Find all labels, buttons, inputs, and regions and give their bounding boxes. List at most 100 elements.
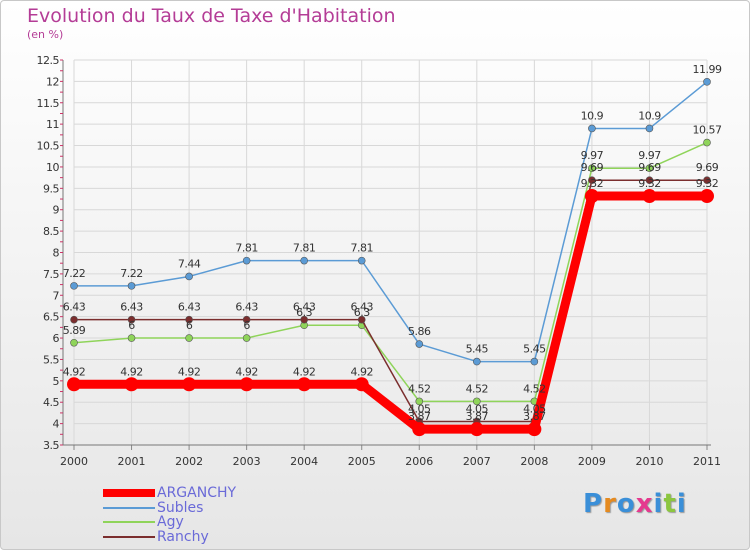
data-label-ranchy: 6.43 [178, 301, 201, 314]
chart-title: Evolution du Taux de Taxe d'Habitation [27, 5, 396, 27]
x-tick-label: 2003 [233, 455, 261, 468]
x-tick-label: 2006 [405, 455, 433, 468]
chart-unit-label: (en %) [27, 28, 64, 41]
legend-item-ranchy: Ranchy [103, 530, 236, 545]
y-tick-label: 4 [53, 418, 60, 431]
legend-swatch [103, 535, 155, 538]
data-point-subles [703, 78, 711, 86]
legend-swatch [103, 521, 155, 524]
y-tick-label: 11 [46, 118, 59, 131]
logo-letter: x [635, 489, 654, 519]
data-label-agy: 6.3 [296, 306, 312, 319]
data-point-agy [415, 397, 424, 406]
data-label-agy: 6.3 [354, 306, 370, 319]
data-label-ranchy: 6.43 [63, 301, 86, 314]
data-point-subles [473, 357, 481, 366]
data-label-arganchy: 4.92 [293, 365, 316, 378]
data-label-arganchy: 4.92 [235, 365, 258, 378]
y-tick-label: 7 [53, 289, 60, 302]
data-point-subles [415, 340, 424, 348]
data-label-subles: 7.81 [350, 242, 373, 255]
data-label-subles: 10.9 [638, 109, 661, 122]
data-label-subles: 11.99 [693, 63, 722, 76]
data-point-ranchy [645, 176, 654, 185]
data-label-arganchy: 9.32 [581, 177, 604, 190]
data-point-arganchy [700, 189, 714, 204]
data-point-subles [588, 124, 596, 133]
series-line-ranchy [73, 179, 708, 423]
data-point-subles [645, 124, 654, 133]
data-point-arganchy [642, 189, 657, 204]
data-point-agy [127, 334, 136, 342]
legend-item-arganchy: ARGANCHY [103, 486, 236, 501]
data-label-arganchy: 4.92 [63, 365, 86, 378]
series-line-agy [73, 141, 708, 403]
data-label-agy: 6 [128, 319, 135, 332]
y-tick-label: 6.5 [43, 311, 59, 324]
data-point-subles [300, 256, 308, 265]
legend-label: Agy [157, 514, 184, 531]
x-tick-label: 2009 [578, 455, 606, 468]
data-label-subles: 5.45 [523, 343, 546, 356]
data-label-arganchy: 3.87 [466, 410, 489, 423]
y-tick-label: 5.5 [43, 353, 59, 366]
data-point-ranchy [703, 176, 711, 185]
x-tick-label: 2007 [463, 455, 491, 468]
data-point-ranchy [185, 315, 193, 324]
y-tick-label: 9.5 [43, 182, 59, 195]
data-label-agy: 9.97 [638, 149, 661, 162]
data-label-arganchy: 4.92 [178, 365, 201, 378]
data-label-ranchy: 6.43 [235, 301, 258, 314]
data-label-ranchy: 4.05 [466, 402, 489, 415]
legend-swatch [103, 489, 155, 498]
y-tick-label: 6 [53, 332, 60, 345]
series-line-arganchy [69, 191, 712, 434]
data-point-agy [185, 334, 193, 342]
data-point-arganchy [67, 377, 81, 392]
logo-letter: P [583, 489, 604, 519]
data-point-subles [530, 357, 539, 366]
data-label-arganchy: 3.87 [523, 410, 546, 423]
data-label-subles: 7.44 [178, 257, 201, 270]
data-label-ranchy: 6.43 [120, 301, 143, 314]
data-label-agy: 4.52 [408, 382, 431, 395]
data-point-ranchy [300, 315, 308, 324]
logo-letter: o [616, 489, 636, 519]
data-point-agy [703, 138, 711, 147]
data-point-arganchy [297, 377, 312, 392]
x-tick-label: 2004 [290, 455, 318, 468]
data-label-ranchy: 4.05 [408, 402, 431, 415]
data-point-agy [645, 164, 654, 173]
logo-letter: i [653, 489, 664, 519]
data-label-ranchy: 9.69 [581, 161, 604, 174]
y-tick-label: 12 [46, 75, 59, 88]
data-point-ranchy [242, 315, 251, 324]
data-point-subles [185, 272, 193, 281]
x-tick-label: 2011 [693, 455, 721, 468]
data-point-arganchy [584, 189, 599, 204]
y-tick-label: 10.5 [37, 140, 60, 153]
data-label-arganchy: 9.32 [696, 177, 719, 190]
x-tick-label: 2000 [60, 455, 88, 468]
y-tick-label: 8.5 [43, 225, 59, 238]
legend-item-agy: Agy [103, 515, 236, 530]
data-label-agy: 4.52 [523, 382, 546, 395]
data-label-agy: 6 [243, 319, 250, 332]
data-label-agy: 4.52 [466, 382, 489, 395]
data-point-ranchy [357, 315, 366, 324]
y-tick-label: 9 [53, 204, 60, 217]
legend-label: ARGANCHY [157, 485, 237, 502]
data-label-subles: 5.45 [466, 343, 489, 356]
data-point-agy [473, 397, 481, 406]
data-point-subles [70, 282, 78, 290]
y-tick-label: 3.5 [43, 439, 59, 452]
data-label-arganchy: 4.92 [120, 365, 143, 378]
data-point-arganchy [124, 377, 139, 392]
data-point-arganchy [182, 377, 197, 392]
legend-label: Ranchy [157, 528, 209, 545]
data-point-arganchy [527, 422, 542, 437]
y-tick-label: 4.5 [43, 396, 59, 409]
x-tick-label: 2002 [175, 455, 203, 468]
legend-label: Subles [157, 499, 204, 516]
